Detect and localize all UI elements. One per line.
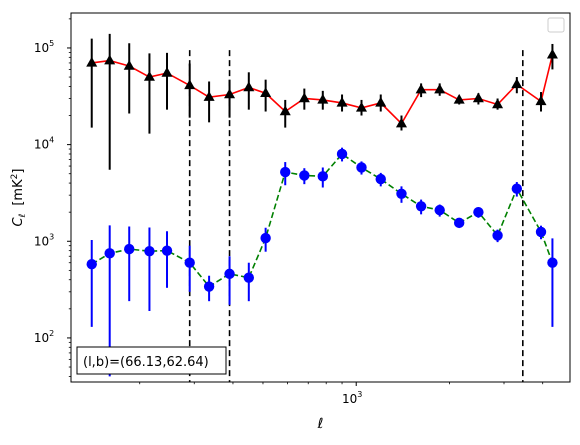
- series-0-marker: [415, 83, 427, 94]
- y-tick-label-base: 10: [34, 331, 49, 345]
- series-0-marker: [375, 96, 387, 107]
- y-tick-label: 104: [34, 136, 54, 152]
- series-0-marker: [184, 79, 196, 90]
- y-tick-label-base: 10: [34, 41, 49, 55]
- series-1-marker: [203, 281, 215, 292]
- series-1-marker: [415, 201, 427, 212]
- series-0-marker: [86, 56, 98, 67]
- series-0-marker: [298, 92, 310, 103]
- y-tick-label-base: 10: [34, 234, 49, 248]
- series-0-marker: [224, 88, 236, 99]
- y-tick-label-exp: 3: [49, 232, 54, 241]
- series-1-marker: [317, 171, 328, 182]
- series-1-marker: [161, 245, 173, 256]
- series-1-marker: [492, 230, 503, 241]
- series-1-marker: [299, 170, 310, 181]
- series-1-marker: [184, 257, 195, 268]
- series-1-marker: [453, 217, 465, 229]
- series-0-marker: [511, 78, 523, 89]
- legend-box: [547, 17, 565, 33]
- annotation-text: (l,b)=(66.13,62.64): [83, 355, 209, 370]
- annotation-group: (l,b)=(66.13,62.64): [76, 346, 227, 375]
- series-0-marker: [546, 48, 558, 59]
- series-0-marker: [336, 96, 348, 107]
- axes-frame: [70, 12, 571, 383]
- series-0-marker: [453, 93, 465, 104]
- y-tick-label-exp: 5: [49, 39, 54, 48]
- series-1-marker: [511, 183, 523, 194]
- series-1-marker: [144, 245, 155, 257]
- series-0-marker: [203, 91, 215, 101]
- x-axis-label: ℓ: [317, 416, 324, 432]
- y-tick-label-base: 10: [34, 138, 49, 152]
- y-tick-label: 103: [34, 232, 54, 248]
- y-tick-label-exp: 2: [49, 329, 54, 338]
- plot-layer: [86, 33, 558, 382]
- series-1-marker: [434, 204, 445, 216]
- x-tick-label: 103: [342, 390, 362, 406]
- series-1-marker: [260, 232, 271, 244]
- y-axis-label-main: C: [11, 216, 26, 226]
- series-0-marker: [317, 93, 329, 104]
- series-0-marker: [243, 81, 255, 92]
- series-0-marker: [355, 101, 368, 112]
- series-1-marker: [396, 188, 407, 199]
- series-1-marker: [243, 272, 255, 283]
- y-tick-label: 102: [34, 329, 54, 345]
- series-1-marker: [336, 148, 348, 160]
- series-0-marker: [492, 98, 504, 109]
- series-0-marker: [434, 83, 446, 94]
- y-tick-label: 105: [34, 39, 54, 55]
- series-1-marker: [535, 226, 547, 238]
- series-1-marker: [224, 268, 235, 280]
- y-axis-label-sub: ℓ: [18, 214, 28, 219]
- series-0-marker: [260, 87, 272, 97]
- series-0-marker: [395, 117, 407, 128]
- series-0-marker: [472, 92, 484, 103]
- series-1-marker: [86, 258, 97, 270]
- series-0-marker: [143, 71, 155, 81]
- series-1-marker: [104, 248, 115, 259]
- series-0-marker: [104, 54, 116, 65]
- series-0-marker: [161, 67, 173, 77]
- annotation-box: [76, 346, 227, 375]
- y-tick-label-exp: 4: [49, 136, 54, 145]
- x-tick-label-exp: 3: [357, 390, 362, 399]
- series-1-marker: [547, 257, 558, 268]
- y-axis-label: Cℓ [mK2]: [10, 169, 28, 227]
- series-1-marker: [356, 162, 367, 173]
- y-axis-label-unit-suffix: ]: [11, 169, 26, 174]
- series-1-marker: [280, 166, 291, 178]
- series-1-marker: [124, 243, 135, 255]
- series-1-marker: [473, 206, 484, 218]
- y-axis-label-unit-sup: 2: [10, 174, 20, 180]
- series-0-marker: [123, 60, 135, 70]
- series-0-marker: [535, 95, 547, 106]
- x-tick-label-base: 10: [342, 392, 357, 406]
- series-0-marker: [279, 105, 291, 116]
- series-1-marker: [375, 173, 386, 185]
- y-axis-label-unit-prefix: [mK: [11, 179, 26, 206]
